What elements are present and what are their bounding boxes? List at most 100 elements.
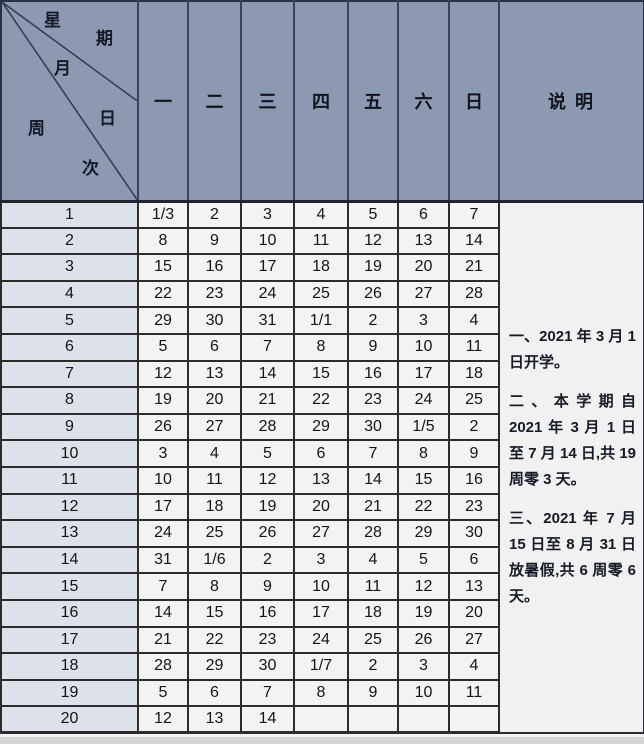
day-cell: 11 xyxy=(448,678,500,708)
day-cell: 29 xyxy=(397,519,450,548)
day-cell: 9 xyxy=(240,572,295,601)
calendar-header: 星 期 月 日 周 次 一 二 三 四 五 六 日 说 明 xyxy=(0,0,644,203)
day-header-sat: 六 xyxy=(397,0,450,203)
day-cell: 1/7 xyxy=(293,652,349,681)
day-cell: 25 xyxy=(293,279,349,309)
table-row: 5 29 30 31 1/1 2 3 4 xyxy=(0,306,644,335)
day-cell: 10 xyxy=(240,226,295,256)
day-cell: 11 xyxy=(293,226,349,256)
day-cell: 6 xyxy=(187,678,242,708)
day-cell: 6 xyxy=(448,545,500,575)
day-cell: 24 xyxy=(293,625,349,655)
week-number-cell: 12 xyxy=(0,492,139,522)
day-cell: 17 xyxy=(240,253,295,282)
day-cell: 26 xyxy=(137,412,189,442)
notes-cell: 一、2021 年 3 月 1 日开学。 二、本学期自 2021 年 3 月 1 日… xyxy=(498,200,644,734)
day-cell: 25 xyxy=(187,519,242,548)
day-cell: 4 xyxy=(293,200,349,229)
table-row: 10 3 4 5 6 7 8 9 xyxy=(0,439,644,468)
corner-label-week-1: 周 xyxy=(28,119,45,138)
day-cell: 29 xyxy=(293,412,349,442)
day-cell: 8 xyxy=(137,226,189,256)
day-cell: 16 xyxy=(187,253,242,282)
day-cell: 23 xyxy=(187,279,242,309)
day-cell: 6 xyxy=(397,200,450,229)
week-number-cell: 10 xyxy=(0,439,139,468)
day-cell: 12 xyxy=(137,359,189,389)
day-cell: 15 xyxy=(293,359,349,389)
day-cell: 23 xyxy=(240,625,295,655)
day-cell: 23 xyxy=(347,386,399,415)
week-number-cell: 9 xyxy=(0,412,139,442)
day-cell: 7 xyxy=(448,200,500,229)
week-number-cell: 13 xyxy=(0,519,139,548)
day-cell: 11 xyxy=(187,465,242,495)
day-cell: 1/5 xyxy=(397,412,450,442)
day-cell: 31 xyxy=(240,306,295,335)
day-cell: 12 xyxy=(397,572,450,601)
day-cell: 20 xyxy=(397,253,450,282)
day-cell: 1/6 xyxy=(187,545,242,575)
day-cell: 16 xyxy=(448,465,500,495)
week-number-cell: 18 xyxy=(0,652,139,681)
corner-label-weekday-2: 期 xyxy=(96,29,113,48)
day-cell: 21 xyxy=(448,253,500,282)
day-cell: 28 xyxy=(347,519,399,548)
diagonal-lines-icon xyxy=(2,2,137,200)
day-cell: 24 xyxy=(137,519,189,548)
day-cell: 18 xyxy=(187,492,242,522)
week-number-cell: 16 xyxy=(0,598,139,628)
day-cell: 18 xyxy=(347,598,399,628)
day-cell: 26 xyxy=(397,625,450,655)
day-cell: 15 xyxy=(397,465,450,495)
table-row: 1 1/3 2 3 4 5 6 7 一、2021 年 3 月 1 日开学。 二、本… xyxy=(0,200,644,734)
table-row: 3 15 16 17 18 19 20 21 xyxy=(0,253,644,282)
day-header-fri: 五 xyxy=(347,0,399,203)
day-cell: 6 xyxy=(293,439,349,468)
week-number-cell: 19 xyxy=(0,678,139,708)
day-cell: 9 xyxy=(448,439,500,468)
week-number-cell: 7 xyxy=(0,359,139,389)
note-paragraph: 一、2021 年 3 月 1 日开学。 xyxy=(509,328,636,372)
week-number-cell: 3 xyxy=(0,253,139,282)
day-cell: 25 xyxy=(448,386,500,415)
table-row: 9 26 27 28 29 30 1/5 2 xyxy=(0,412,644,442)
day-cell: 29 xyxy=(187,652,242,681)
day-cell: 21 xyxy=(137,625,189,655)
day-cell: 6 xyxy=(187,332,242,362)
day-cell: 5 xyxy=(347,200,399,229)
day-cell xyxy=(448,705,500,735)
day-cell: 22 xyxy=(397,492,450,522)
corner-label-day: 日 xyxy=(99,109,116,128)
day-cell: 27 xyxy=(293,519,349,548)
day-cell: 13 xyxy=(293,465,349,495)
day-cell: 10 xyxy=(293,572,349,601)
day-cell: 7 xyxy=(240,678,295,708)
day-cell: 19 xyxy=(240,492,295,522)
day-cell: 12 xyxy=(137,705,189,735)
day-cell: 14 xyxy=(448,226,500,256)
day-cell: 11 xyxy=(448,332,500,362)
day-cell: 13 xyxy=(187,705,242,735)
table-row: 20 12 13 14 xyxy=(0,705,644,735)
day-cell xyxy=(293,705,349,735)
week-number-cell: 4 xyxy=(0,279,139,309)
day-cell: 15 xyxy=(187,598,242,628)
day-cell: 2 xyxy=(448,412,500,442)
day-cell: 19 xyxy=(397,598,450,628)
day-cell: 2 xyxy=(347,306,399,335)
day-cell: 4 xyxy=(347,545,399,575)
day-cell: 7 xyxy=(347,439,399,468)
day-cell: 3 xyxy=(240,200,295,229)
day-cell: 5 xyxy=(137,332,189,362)
day-header-wed: 三 xyxy=(240,0,295,203)
week-number-cell: 17 xyxy=(0,625,139,655)
day-cell: 19 xyxy=(347,253,399,282)
day-cell: 5 xyxy=(137,678,189,708)
day-cell: 3 xyxy=(397,306,450,335)
day-cell: 28 xyxy=(448,279,500,309)
day-cell: 16 xyxy=(347,359,399,389)
day-cell: 8 xyxy=(293,332,349,362)
day-cell: 7 xyxy=(137,572,189,601)
